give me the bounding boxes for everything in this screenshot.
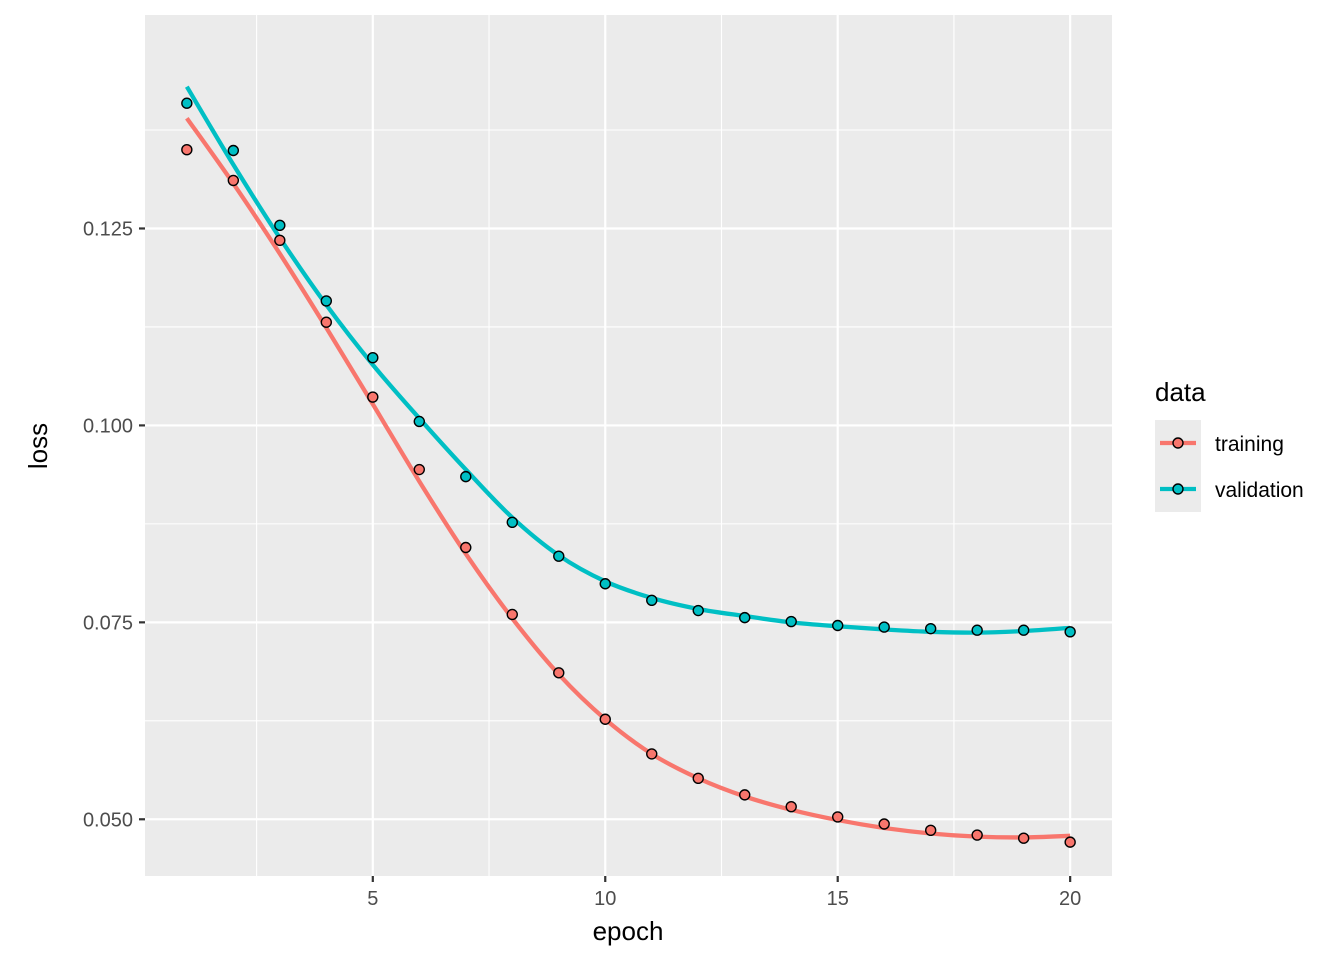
data-point-validation	[971, 624, 983, 636]
y-tick-label: 0.075	[83, 612, 133, 634]
data-point-training	[692, 772, 704, 785]
y-tick-label: 0.125	[83, 218, 133, 240]
data-point-training	[506, 608, 518, 621]
data-point-validation	[1064, 626, 1076, 638]
data-point-training	[460, 541, 472, 554]
legend-label-training: training	[1215, 433, 1284, 456]
data-point-training	[832, 811, 844, 823]
data-point-training	[1064, 836, 1076, 848]
series-points	[181, 97, 1076, 848]
data-point-training	[181, 144, 193, 156]
data-point-validation	[553, 550, 565, 562]
data-point-training	[1017, 832, 1030, 844]
data-point-validation	[785, 615, 797, 628]
data-point-validation	[274, 219, 286, 232]
x-axis: 5 10 15 20	[367, 876, 1081, 910]
data-point-validation	[692, 604, 704, 617]
data-point-training	[878, 818, 890, 830]
data-point-training	[646, 748, 658, 760]
legend-key-point-validation	[1172, 483, 1184, 495]
data-point-validation	[506, 516, 518, 529]
data-point-validation	[646, 594, 658, 606]
data-point-validation	[181, 97, 193, 109]
y-tick-label: 0.100	[83, 415, 133, 437]
legend-title: data	[1155, 377, 1206, 407]
data-point-validation	[320, 295, 333, 307]
data-point-validation	[460, 470, 472, 483]
data-point-validation	[413, 415, 425, 428]
data-point-training	[320, 316, 333, 328]
data-point-training	[739, 789, 751, 801]
x-tick-label: 20	[1059, 888, 1081, 910]
data-point-validation	[878, 621, 890, 633]
data-point-training	[924, 824, 937, 837]
data-point-validation	[1017, 624, 1030, 636]
data-point-training	[971, 829, 983, 841]
data-point-training	[227, 174, 240, 187]
data-point-training	[413, 463, 425, 476]
data-point-validation	[227, 144, 240, 157]
x-tick-label: 15	[827, 888, 849, 910]
minor-grid	[145, 15, 1112, 876]
data-point-training	[599, 713, 611, 725]
x-axis-title: epoch	[593, 916, 664, 946]
y-axis-title: loss	[23, 423, 53, 469]
data-point-validation	[367, 351, 379, 364]
data-point-training	[367, 391, 379, 403]
y-axis: 0.050 0.075 0.100 0.125	[83, 218, 145, 831]
legend: data training validation	[1155, 377, 1304, 512]
legend-keys	[1160, 437, 1196, 495]
data-point-validation	[599, 578, 611, 590]
y-tick-label: 0.050	[83, 809, 133, 831]
data-point-training	[553, 667, 565, 679]
data-point-validation	[832, 619, 844, 632]
x-tick-label: 10	[594, 888, 616, 910]
legend-key-point-training	[1172, 437, 1184, 449]
x-tick-label: 5	[367, 888, 378, 910]
data-point-training	[274, 234, 286, 246]
plot-panel	[145, 15, 1112, 876]
data-point-validation	[924, 622, 937, 635]
data-point-validation	[739, 611, 751, 624]
legend-label-validation: validation	[1215, 479, 1304, 502]
data-point-training	[785, 800, 797, 813]
major-grid	[145, 15, 1112, 876]
